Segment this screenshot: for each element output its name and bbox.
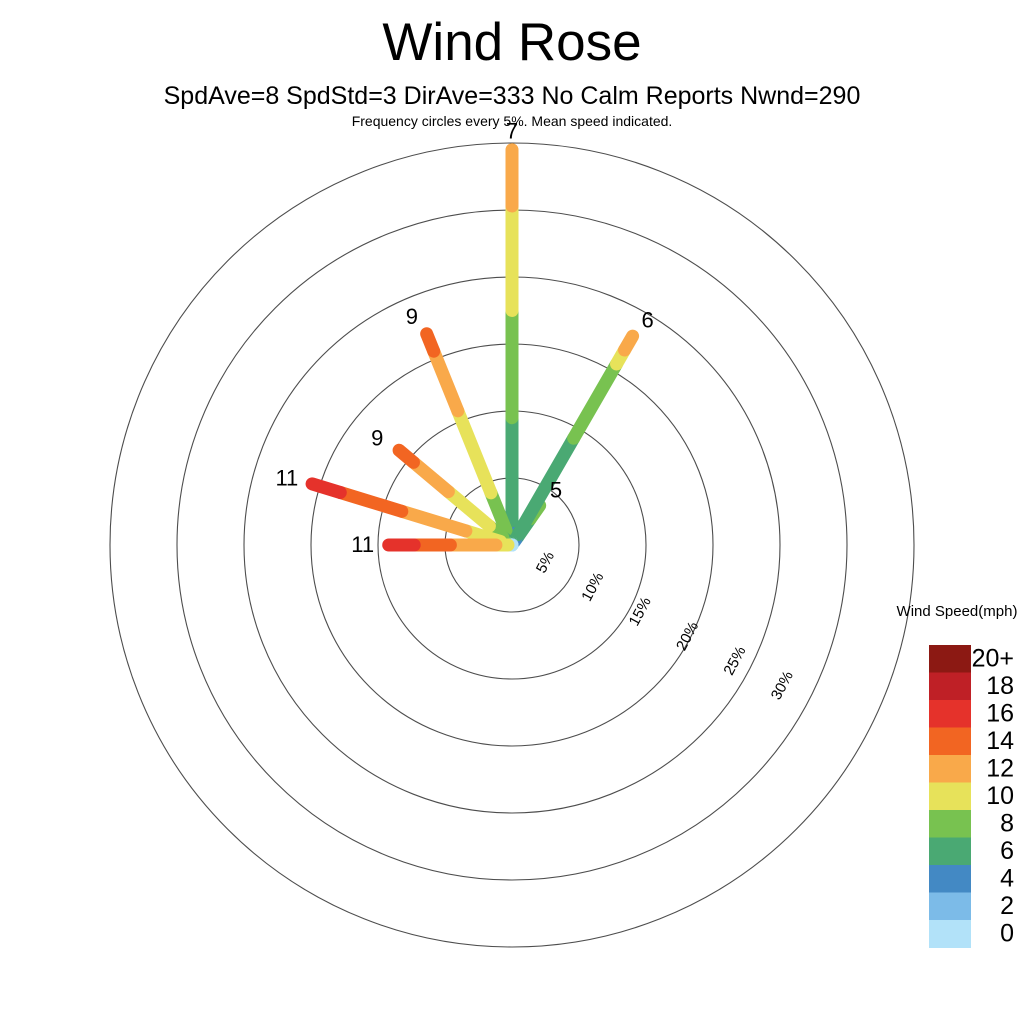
radial-tick-labels: 5% 10% 15% 20% 25% 30% — [533, 549, 797, 703]
legend-label-0: 0 — [1000, 919, 1014, 947]
legend-swatch-2 — [929, 892, 971, 921]
radial-tick-label: 15% — [626, 594, 655, 628]
legend-swatch-10 — [929, 782, 971, 811]
legend-label-18: 18 — [986, 672, 1014, 700]
petal-mean-speed-label: 7 — [506, 119, 518, 144]
petal-segment — [305, 477, 347, 500]
legend-swatch-20+ — [929, 645, 971, 673]
legend-swatch-16 — [929, 700, 971, 728]
legend-label-14: 14 — [986, 727, 1014, 755]
petal-nne — [505, 329, 640, 552]
radial-tick-label: 25% — [720, 644, 749, 678]
legend-swatch-8 — [929, 810, 971, 838]
legend-label-12: 12 — [986, 754, 1014, 782]
petal-mean-speed-label: 5 — [550, 478, 562, 503]
legend-label-4: 4 — [1000, 864, 1014, 892]
frequency-note: Frequency circles every 5%. Mean speed i… — [352, 113, 673, 129]
legend-label-8: 8 — [1000, 809, 1014, 837]
petal-value-labels: 7 5 6 9 9 11 11 — [275, 119, 653, 557]
legend-swatch-4 — [929, 865, 971, 893]
petal-segment — [406, 455, 455, 499]
petal-mean-speed-label: 6 — [641, 308, 653, 333]
legend-label-10: 10 — [986, 782, 1014, 810]
legend-label-6: 6 — [1000, 837, 1014, 865]
legend-swatch-12 — [929, 755, 971, 783]
petal-segment — [567, 357, 624, 445]
petal-segment — [420, 327, 441, 358]
petal-segment — [395, 504, 473, 538]
petal-mean-speed-label: 9 — [371, 426, 383, 451]
legend-label-20+: 20+ — [972, 644, 1014, 672]
page-title: Wind Rose — [382, 13, 641, 72]
petal-segment — [484, 486, 513, 537]
frequency-ring-30 — [109, 142, 915, 948]
legend-label-16: 16 — [986, 699, 1014, 727]
petal-mean-speed-label: 11 — [275, 466, 298, 491]
radial-tick-label: 10% — [578, 570, 607, 604]
radial-tick-label: 20% — [673, 619, 702, 653]
petal-segment — [427, 344, 465, 418]
legend-swatch-6 — [929, 837, 971, 866]
legend-swatch-0 — [929, 920, 971, 948]
legend-swatch-14 — [929, 727, 971, 756]
petal-segment — [441, 485, 496, 533]
petal-segment — [392, 443, 420, 469]
legend-title: Wind Speed(mph) — [897, 603, 1018, 620]
radial-tick-label: 5% — [533, 549, 558, 576]
petal-segment — [333, 486, 409, 518]
petal-segment — [451, 404, 498, 500]
legend-swatch-18 — [929, 672, 971, 701]
petal-segment — [511, 431, 581, 542]
petal-mean-speed-label: 9 — [406, 304, 418, 329]
petal-mean-speed-label: 11 — [351, 532, 374, 557]
petal-segment — [618, 329, 640, 357]
stats-subtitle: SpdAve=8 SpdStd=3 DirAve=333 No Calm Rep… — [164, 82, 861, 110]
radial-tick-label: 30% — [768, 668, 797, 702]
petal-group — [305, 143, 640, 552]
legend-label-2: 2 — [1000, 892, 1014, 920]
